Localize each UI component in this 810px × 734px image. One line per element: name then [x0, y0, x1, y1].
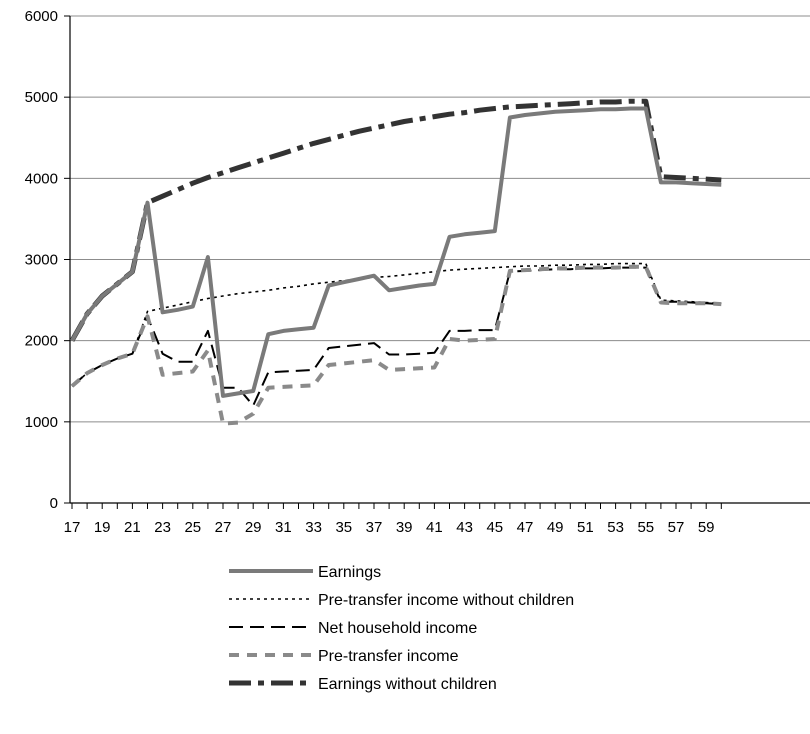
y-tick-label: 0	[50, 495, 58, 512]
x-tick-label: 31	[275, 519, 292, 536]
y-tick-label: 6000	[25, 8, 58, 25]
x-tick-label: 59	[698, 519, 715, 536]
legend-label-4: Earnings without children	[318, 676, 497, 693]
x-tick-label: 37	[366, 519, 383, 536]
x-tick-label: 29	[245, 519, 262, 536]
x-tick-label: 35	[335, 519, 352, 536]
x-tick-label: 49	[547, 519, 564, 536]
x-tick-label: 27	[215, 519, 232, 536]
x-tick-label: 25	[184, 519, 201, 536]
x-tick-label: 17	[64, 519, 81, 536]
y-tick-label: 2000	[25, 333, 58, 350]
y-tick-label: 4000	[25, 170, 58, 187]
x-tick-label: 21	[124, 519, 141, 536]
y-tick-label: 5000	[25, 89, 58, 106]
series-line-0	[70, 106, 722, 398]
legend-label-0: Earnings	[318, 564, 381, 581]
y-axis-ticks: 0 1000 2000 3000 4000 5000 6000	[25, 8, 70, 512]
x-tick-label: 53	[607, 519, 624, 536]
x-tick-label: 43	[456, 519, 473, 536]
y-tick-label: 3000	[25, 252, 58, 269]
series-lines	[69, 98, 722, 426]
series-line-4	[69, 98, 722, 342]
series-line-1	[71, 262, 722, 387]
x-tick-label: 47	[517, 519, 534, 536]
x-tick-label: 57	[668, 519, 685, 536]
x-tick-label: 23	[154, 519, 171, 536]
legend: Earnings Pre-transfer income without chil…	[229, 564, 574, 693]
y-tick-label: 1000	[25, 414, 58, 431]
legend-label-1: Pre-transfer income without children	[318, 592, 574, 609]
x-tick-label: 55	[637, 519, 654, 536]
x-tick-label: 19	[94, 519, 111, 536]
legend-label-3: Pre-transfer income	[318, 648, 459, 665]
x-tick-label: 33	[305, 519, 322, 536]
x-tick-label: 51	[577, 519, 594, 536]
x-tick-label: 39	[396, 519, 413, 536]
x-tick-label: 41	[426, 519, 443, 536]
x-tick-label: 45	[486, 519, 503, 536]
grid-lines	[70, 15, 810, 423]
legend-label-2: Net household income	[318, 620, 477, 637]
series-line-3	[70, 264, 722, 426]
x-axis-ticks: 17 19 21 23 25 27 29 31 33 35 37 39 41 43 45 47 49 51 53 55…	[64, 503, 722, 536]
